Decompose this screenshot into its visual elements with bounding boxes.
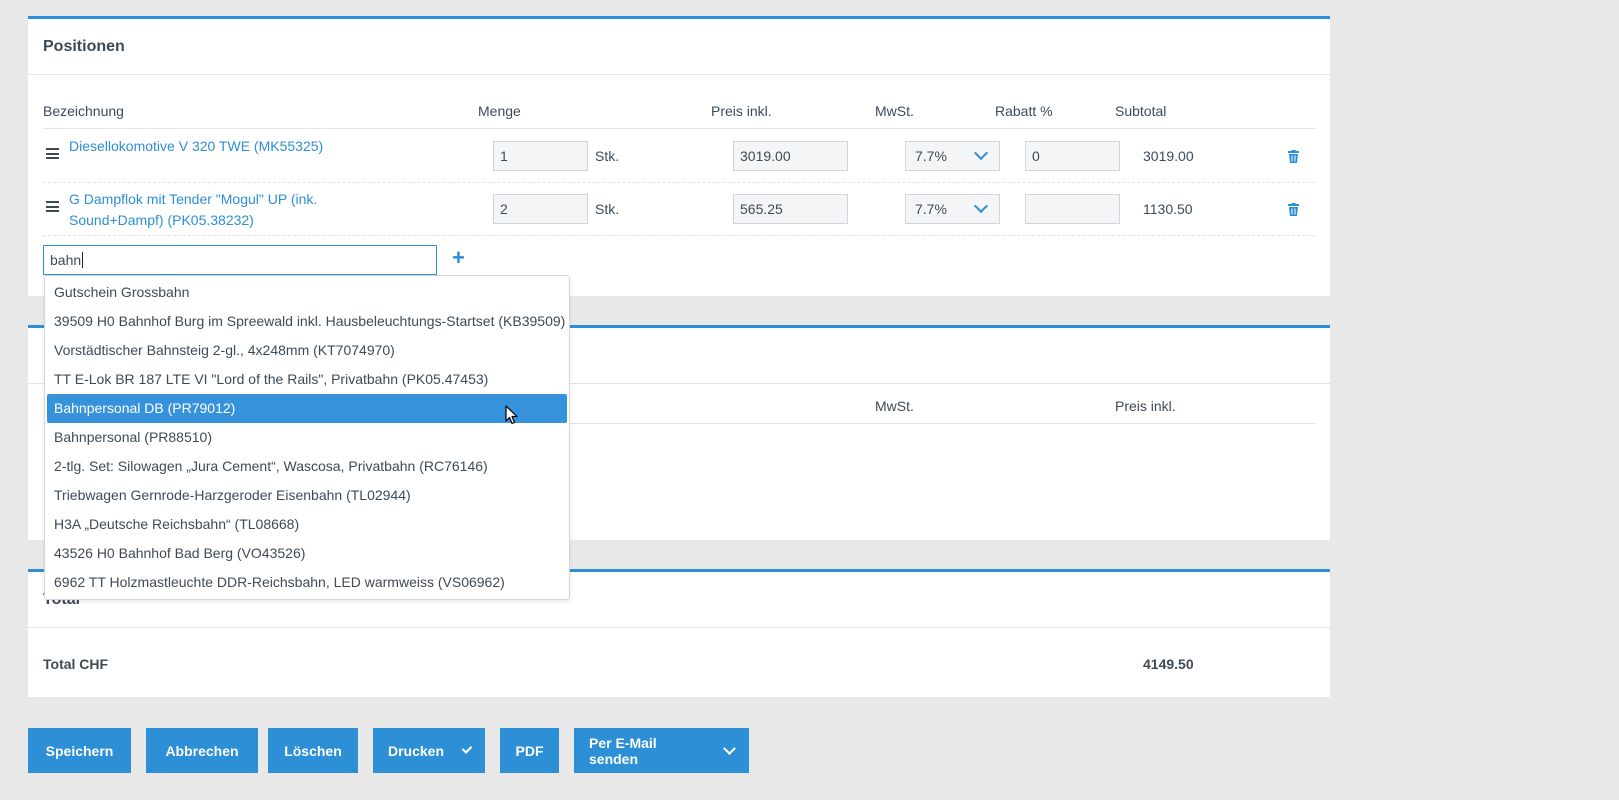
col-preis: Preis inkl.	[711, 103, 772, 119]
save-button[interactable]: Speichern	[28, 728, 131, 773]
col-subtotal: Subtotal	[1115, 103, 1167, 119]
total-label: Total CHF	[43, 656, 109, 672]
drag-handle-icon[interactable]	[46, 148, 59, 159]
list-item[interactable]: 6962 TT Holzmastleuchte DDR-Reichsbahn, …	[54, 574, 505, 590]
print-label: Drucken	[388, 742, 445, 759]
discount-input[interactable]	[1025, 194, 1120, 224]
search-value: bahn	[50, 252, 82, 268]
drag-handle-icon[interactable]	[46, 201, 59, 212]
product-search-input[interactable]: bahn	[43, 245, 437, 275]
vat-value: 7.7%	[915, 148, 947, 164]
secondary-panel-head	[28, 328, 1330, 384]
positions-panel: Positionen Bezeichnung Menge Preis inkl.…	[28, 16, 1330, 296]
unit-label: Stk.	[595, 201, 620, 217]
list-item[interactable]: Vorstädtischer Bahnsteig 2-gl., 4x248mm …	[54, 342, 395, 358]
chevron-down-icon	[973, 198, 989, 214]
cancel-button[interactable]: Abbrechen	[146, 728, 258, 773]
list-item[interactable]: Bahnpersonal (PR88510)	[54, 429, 212, 445]
vat-value: 7.7%	[915, 201, 947, 217]
secondary-table-header: MwSt. Preis inkl.	[43, 384, 1315, 424]
table-row: G Dampflok mit Tender "Mogul" UP (ink. S…	[43, 183, 1315, 236]
col-rabatt: Rabatt %	[995, 103, 1053, 119]
subtotal-value: 1130.50	[1143, 201, 1193, 217]
chevron-down-icon	[461, 743, 473, 754]
print-button[interactable]: Drucken	[373, 728, 485, 773]
add-icon[interactable]: +	[452, 245, 465, 270]
email-label: Per E-Mail senden	[589, 734, 657, 767]
list-item[interactable]: 39509 H0 Bahnhof Burg im Spreewald inkl.…	[54, 313, 566, 329]
pdf-label: PDF	[515, 742, 544, 759]
price-input[interactable]: 3019.00	[733, 141, 848, 171]
quantity-input[interactable]: 1	[493, 141, 588, 171]
list-item[interactable]: Triebwagen Gernrode-Harzgeroder Eisenbah…	[54, 487, 411, 503]
trash-icon[interactable]	[1288, 150, 1299, 163]
list-item-selected[interactable]: Bahnpersonal DB (PR79012)	[47, 394, 567, 423]
col-mwst: MwSt.	[875, 103, 914, 119]
cancel-label: Abbrechen	[165, 742, 239, 759]
pdf-button[interactable]: PDF	[500, 728, 559, 773]
save-label: Speichern	[45, 742, 114, 759]
delete-button[interactable]: Löschen	[268, 728, 358, 773]
positions-title: Positionen	[28, 19, 1330, 75]
price-input[interactable]: 565.25	[733, 194, 848, 224]
chevron-down-icon	[723, 742, 736, 755]
vat-select[interactable]: 7.7%	[905, 141, 1000, 171]
table-row: Diesellokomotive V 320 TWE (MK55325) 1 S…	[43, 130, 1315, 183]
list-item[interactable]: TT E-Lok BR 187 LTE VI "Lord of the Rail…	[54, 371, 489, 387]
discount-input[interactable]: 0	[1025, 141, 1120, 171]
chevron-down-icon	[973, 145, 989, 161]
col-preis: Preis inkl.	[1115, 398, 1176, 414]
email-button[interactable]: Per E-Mail senden	[574, 728, 749, 773]
delete-label: Löschen	[284, 742, 342, 759]
quantity-input[interactable]: 2	[493, 194, 588, 224]
list-item[interactable]: 2-tlg. Set: Silowagen „Jura Cement“, Was…	[54, 458, 488, 474]
total-value: 4149.50	[1143, 656, 1194, 672]
col-menge: Menge	[478, 103, 521, 119]
text-caret	[82, 252, 84, 268]
product-link[interactable]: Diesellokomotive V 320 TWE (MK55325)	[69, 138, 324, 154]
positions-table-header: Bezeichnung Menge Preis inkl. MwSt. Raba…	[43, 89, 1315, 129]
list-item[interactable]: H3A „Deutsche Reichsbahn“ (TL08668)	[54, 516, 300, 532]
autocomplete-dropdown: Gutschein Grossbahn 39509 H0 Bahnhof Bur…	[44, 275, 570, 600]
col-bezeichnung: Bezeichnung	[43, 103, 124, 119]
mouse-cursor-icon	[505, 405, 518, 425]
subtotal-value: 3019.00	[1143, 148, 1194, 164]
col-mwst: MwSt.	[875, 398, 914, 414]
vat-select[interactable]: 7.7%	[905, 194, 1000, 224]
trash-icon[interactable]	[1288, 203, 1299, 216]
list-item[interactable]: 43526 H0 Bahnhof Bad Berg (VO43526)	[54, 545, 306, 561]
product-link[interactable]: G Dampflok mit Tender "Mogul" UP (ink. S…	[69, 191, 318, 228]
unit-label: Stk.	[595, 148, 620, 164]
list-item[interactable]: Gutschein Grossbahn	[54, 284, 190, 300]
